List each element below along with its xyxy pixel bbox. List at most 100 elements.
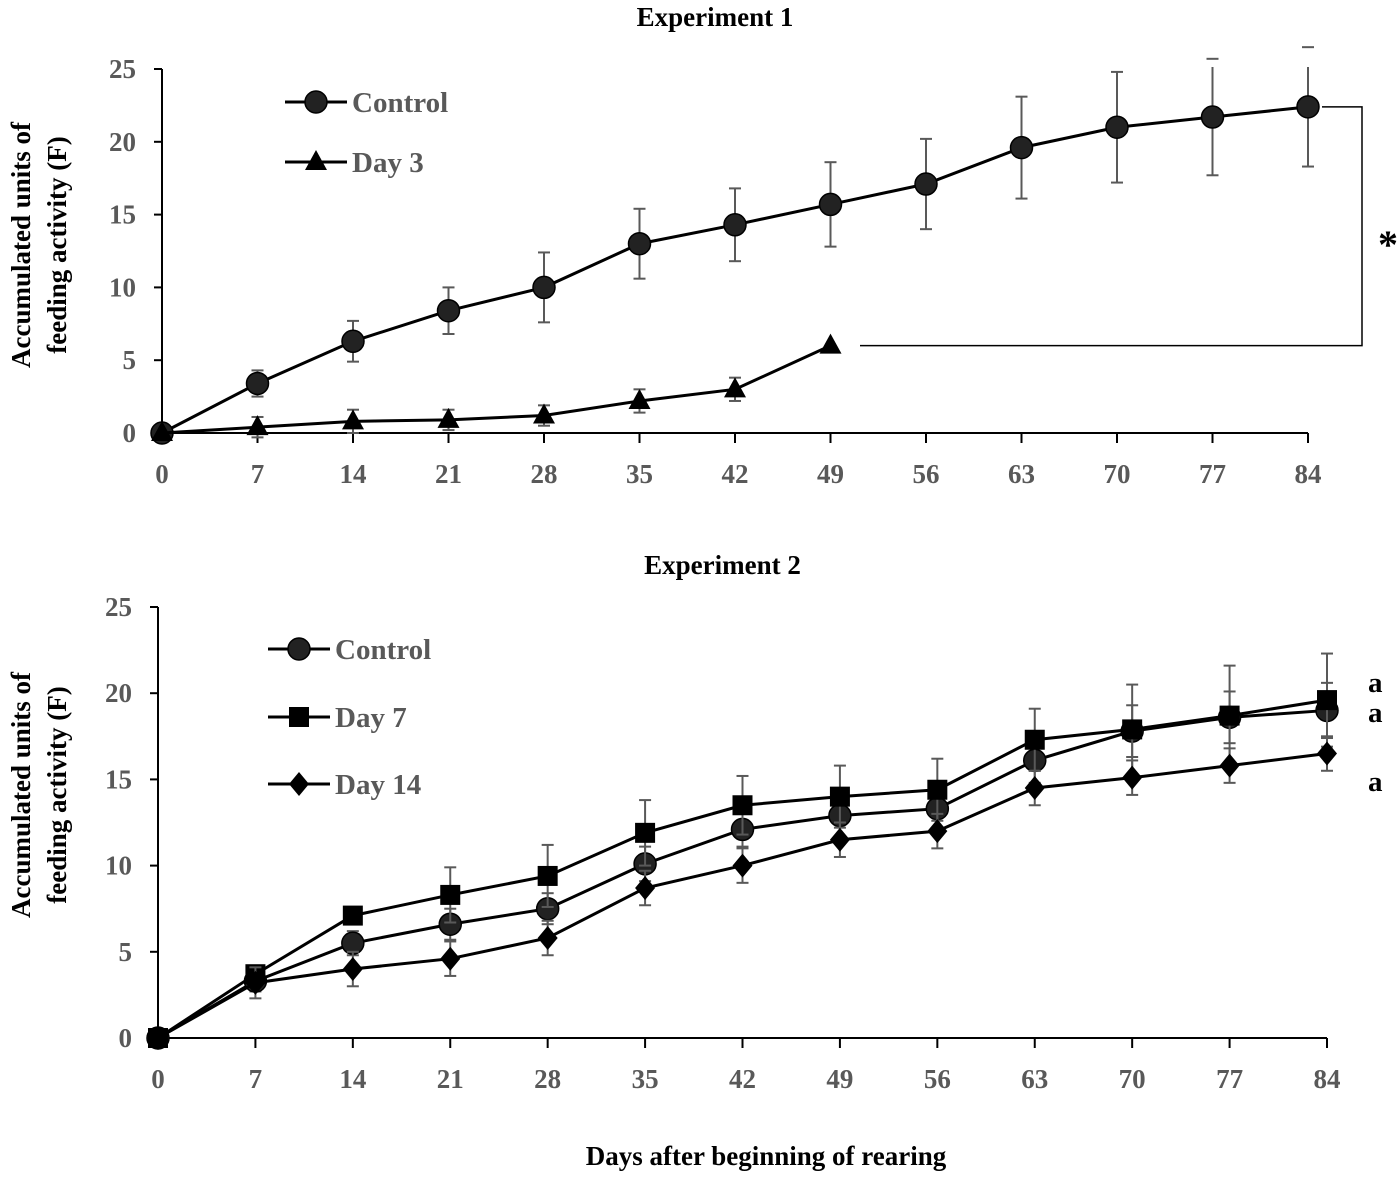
x-axis-label: Days after beginning of rearing	[586, 1141, 947, 1171]
data-point	[440, 884, 461, 905]
legend-item: Day 14	[268, 769, 421, 801]
legend-marker	[287, 637, 311, 661]
y-tick-label: 5	[119, 937, 133, 967]
data-point	[914, 172, 938, 196]
data-point	[151, 421, 173, 441]
x-tick-label: 49	[817, 459, 844, 489]
legend-marker	[305, 150, 327, 170]
significance-asterisk: *	[1378, 222, 1398, 267]
data-point	[537, 926, 558, 951]
x-tick-label: 63	[1008, 459, 1035, 489]
legend-label: Control	[352, 87, 448, 119]
x-tick-label: 63	[1021, 1064, 1048, 1094]
y-tick-label: 15	[109, 200, 136, 230]
x-tick-label: 70	[1119, 1064, 1146, 1094]
y-tick-label: 25	[105, 592, 132, 622]
y-tick-label: 5	[123, 345, 137, 375]
x-tick-label: 77	[1199, 459, 1226, 489]
series-line	[161, 344, 832, 435]
chart-title: Experiment 2	[644, 550, 801, 580]
legend-label: Day 3	[352, 147, 424, 179]
data-point	[533, 403, 555, 424]
x-tick-label: 49	[826, 1064, 853, 1094]
legend-item: Day 7	[268, 702, 407, 734]
data-point	[245, 970, 266, 995]
y-axis-label: Accumulated units of	[6, 671, 36, 918]
x-tick-label: 35	[626, 459, 653, 489]
x-tick-label: 28	[531, 459, 558, 489]
data-point	[148, 1026, 168, 1050]
data-point	[723, 213, 747, 237]
data-point	[341, 329, 365, 354]
legend-marker	[289, 707, 309, 727]
data-point	[1200, 105, 1225, 129]
x-tick-label: 84	[1314, 1064, 1341, 1094]
legend-label: Control	[335, 634, 431, 666]
legend-item: Control	[285, 87, 448, 119]
chart-1: Experiment 1 Accumulated units of feeding …	[6, 2, 1398, 489]
y-axis-label: feeding activity (F)	[42, 136, 72, 353]
significance-bracket	[860, 106, 1363, 347]
data-point	[1105, 115, 1129, 139]
series-day-14	[148, 735, 1337, 1050]
chart-2: Experiment 2 Accumulated units of feeding …	[6, 550, 1383, 1171]
data-point	[927, 819, 948, 844]
y-tick-label: 0	[119, 1023, 133, 1053]
group-letter: a	[1368, 667, 1383, 699]
data-point	[1122, 719, 1143, 740]
data-point	[245, 371, 270, 396]
data-point	[628, 388, 651, 409]
y-tick-label: 10	[105, 851, 132, 881]
x-tick-label: 0	[151, 1064, 165, 1094]
data-point	[819, 333, 842, 354]
data-point	[440, 946, 461, 971]
data-point	[342, 905, 363, 926]
data-point	[342, 409, 364, 430]
x-tick-label: 56	[924, 1064, 951, 1094]
data-point	[829, 786, 850, 807]
chart-title: Experiment 1	[637, 2, 794, 32]
series-day-3	[151, 333, 842, 441]
data-point	[1009, 135, 1034, 160]
data-point	[1296, 95, 1320, 119]
data-point	[732, 795, 753, 816]
x-tick-label: 7	[249, 1064, 263, 1094]
group-letter: a	[1368, 766, 1383, 798]
data-point	[1317, 690, 1337, 711]
data-point	[1024, 776, 1045, 801]
x-tick-label: 7	[251, 459, 265, 489]
x-tick-label: 42	[729, 1064, 756, 1094]
legend-item: Control	[268, 634, 431, 666]
y-axis-label: Accumulated units of	[6, 121, 36, 368]
data-point	[532, 275, 556, 300]
x-tick-label: 21	[435, 459, 462, 489]
data-point	[635, 822, 656, 843]
y-tick-label: 10	[109, 272, 136, 302]
data-point	[1219, 705, 1240, 726]
legend-marker	[304, 90, 328, 114]
data-point	[1024, 729, 1045, 750]
legend-marker	[289, 772, 309, 796]
y-axis-label: feeding activity (F)	[42, 686, 72, 903]
y-tick-label: 20	[105, 678, 132, 708]
x-tick-label: 35	[632, 1064, 659, 1094]
data-point	[437, 407, 460, 428]
data-point	[1219, 753, 1240, 778]
y-tick-label: 25	[109, 54, 136, 84]
data-point	[724, 377, 746, 398]
x-tick-label: 28	[534, 1064, 561, 1094]
data-point	[1317, 741, 1337, 766]
data-point	[537, 865, 558, 886]
data-point	[732, 853, 753, 878]
x-tick-label: 56	[913, 459, 940, 489]
x-tick-label: 14	[339, 1064, 366, 1094]
data-point	[436, 298, 461, 323]
legend-item: Day 3	[285, 147, 424, 179]
x-tick-label: 70	[1104, 459, 1131, 489]
legend-label: Day 14	[335, 769, 421, 801]
data-point	[342, 957, 363, 982]
data-point	[829, 827, 850, 852]
data-point	[927, 779, 948, 800]
y-tick-label: 0	[123, 418, 137, 448]
